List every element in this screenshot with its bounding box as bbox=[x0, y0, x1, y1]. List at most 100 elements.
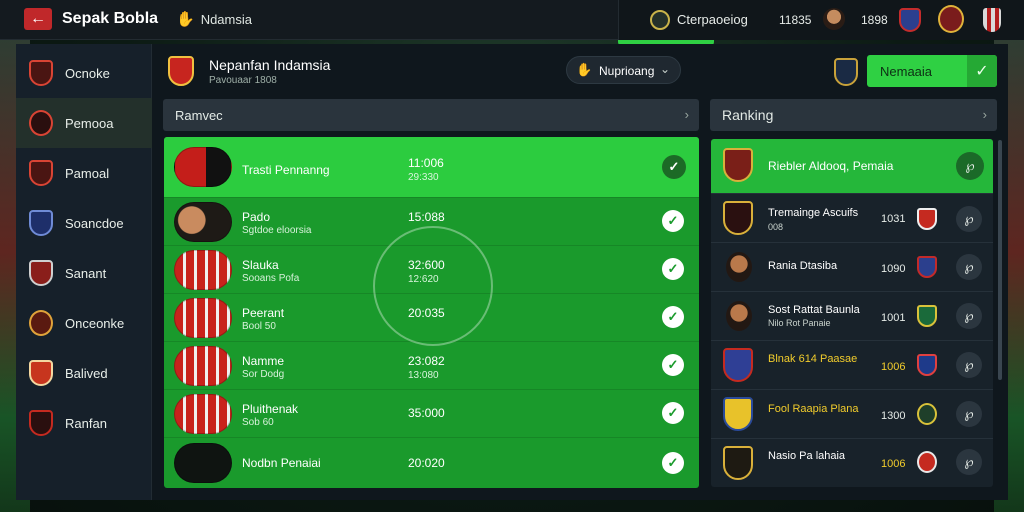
club-crest-icon[interactable] bbox=[938, 5, 964, 33]
sidebar: Ocnoke Pemooa Pamoal Soancdoe Sanant Onc… bbox=[16, 44, 152, 500]
list-item-name: Pado bbox=[242, 210, 271, 224]
list-item[interactable]: Slauka Sooans Pofa 32:600 12:620 ✓ bbox=[164, 245, 699, 293]
ranking-row[interactable]: Nasio Pa lahaia 1006 ℘ bbox=[711, 438, 993, 487]
list-item-sub: Sooans Pofa bbox=[242, 273, 300, 284]
list-item-name: Peerant bbox=[242, 306, 285, 320]
ranking-row[interactable]: Blnak 614 Paasae 1006 ℘ bbox=[711, 340, 993, 389]
confirm-button-label: Nemaaia bbox=[880, 64, 933, 79]
ranking-name: Riebler Aldooq, Pemaia bbox=[768, 159, 894, 173]
team-photo bbox=[174, 298, 232, 338]
sidebar-item-5[interactable]: Sanant bbox=[16, 248, 152, 298]
confirm-button[interactable]: Nemaaia ✓ bbox=[867, 55, 997, 87]
shield-icon bbox=[29, 60, 53, 86]
team-photo bbox=[174, 250, 232, 290]
stat-value-1: 11835 bbox=[779, 13, 812, 27]
sidebar-item-8[interactable]: Ranfan bbox=[16, 398, 152, 448]
list-item-sub: Sob 60 bbox=[242, 417, 274, 428]
list-item-sub: Sgtdoe eloorsia bbox=[242, 225, 312, 236]
list-item[interactable]: Trasti Pennanng 11:006 29:330 ✓ bbox=[164, 137, 699, 197]
list-item-name: Slauka bbox=[242, 258, 279, 272]
club-crest-icon bbox=[917, 256, 937, 278]
sidebar-item-6[interactable]: Onceonke bbox=[16, 298, 152, 348]
list-item-value: 20:020 bbox=[408, 456, 445, 470]
check-icon[interactable]: ✓ bbox=[662, 402, 684, 424]
filter-dropdown[interactable]: ✋ Nuprioang ⌄ bbox=[566, 56, 681, 84]
app-title: Sepak Bobla bbox=[62, 10, 159, 27]
club-crest-icon bbox=[917, 403, 937, 425]
league-crest-icon bbox=[834, 58, 858, 86]
ranking-row[interactable]: Fool Raapia Plana 1300 ℘ bbox=[711, 389, 993, 438]
shield-icon bbox=[29, 110, 53, 136]
check-icon: ✓ bbox=[967, 55, 997, 87]
dropdown-label: Nuprioang bbox=[599, 64, 655, 78]
club-crest-icon bbox=[917, 305, 937, 327]
player-photo bbox=[726, 301, 752, 331]
info-icon[interactable]: ℘ bbox=[956, 303, 982, 329]
check-icon[interactable]: ✓ bbox=[662, 306, 684, 328]
center-circle-decoration bbox=[373, 226, 493, 346]
club-crest-icon[interactable] bbox=[983, 8, 1001, 32]
stat-value-2: 1898 bbox=[861, 13, 888, 27]
sidebar-item-1[interactable]: Ocnoke bbox=[16, 48, 152, 98]
section-title: Ranking bbox=[722, 107, 774, 123]
region-selector[interactable]: ✋ Ndamsia bbox=[176, 10, 252, 28]
check-icon[interactable]: ✓ bbox=[662, 210, 684, 232]
info-icon[interactable]: ℘ bbox=[956, 449, 982, 475]
avatar[interactable] bbox=[823, 8, 845, 30]
list-item[interactable]: Pado Sgtdoe eloorsia 15:088 ✓ bbox=[164, 197, 699, 245]
sidebar-item-label: Soancdoe bbox=[65, 215, 124, 231]
ranking-score: 1006 bbox=[881, 458, 906, 470]
ranking-sub: 008 bbox=[768, 222, 784, 232]
sidebar-item-3[interactable]: Pamoal bbox=[16, 148, 152, 198]
ranking-score: 1090 bbox=[881, 263, 906, 275]
club-crest-icon bbox=[723, 397, 753, 431]
list-item-value: 15:088 bbox=[408, 210, 445, 224]
team-badge-icon bbox=[174, 147, 232, 187]
sidebar-item-7[interactable]: Balived bbox=[16, 348, 152, 398]
ranking-row[interactable]: Tremainge Ascuifs 008 1031 ℘ bbox=[711, 193, 993, 242]
back-button[interactable]: ← bbox=[24, 8, 52, 30]
list-item-value: 23:082 bbox=[408, 354, 445, 368]
list-item-name: Pluithenak bbox=[242, 402, 299, 416]
check-icon[interactable]: ✓ bbox=[662, 258, 684, 280]
ranking-row[interactable]: Rania Dtasiba 1090 ℘ bbox=[711, 242, 993, 291]
ranking-row[interactable]: Riebler Aldooq, Pemaia ℘ bbox=[711, 139, 993, 193]
check-icon[interactable]: ✓ bbox=[662, 354, 684, 376]
club-crest-icon[interactable] bbox=[899, 8, 921, 32]
active-tab-indicator bbox=[618, 40, 714, 46]
ranking-section-header[interactable]: Ranking › bbox=[710, 99, 997, 131]
shield-icon bbox=[29, 360, 53, 386]
list-item[interactable]: Nodbn Penaiai 20:020 ✓ bbox=[164, 437, 699, 485]
info-icon[interactable]: ℘ bbox=[956, 206, 982, 232]
fixture-list: Trasti Pennanng 11:006 29:330 ✓ Pado Sgt… bbox=[164, 137, 699, 488]
info-icon[interactable]: ℘ bbox=[956, 352, 982, 378]
chevron-down-icon: ⌄ bbox=[660, 62, 671, 76]
left-section-header[interactable]: Ramvec › bbox=[163, 99, 699, 131]
ranking-sub: Nilo Rot Panaie bbox=[768, 318, 831, 328]
competition-label[interactable]: Cterpaoeiog bbox=[677, 12, 748, 27]
competition-badge-icon bbox=[650, 10, 670, 30]
region-label: Ndamsia bbox=[200, 11, 252, 27]
sidebar-item-4[interactable]: Soancdoe bbox=[16, 198, 152, 248]
info-icon[interactable]: ℘ bbox=[956, 401, 982, 427]
team-badge-icon bbox=[174, 443, 232, 483]
sidebar-item-2[interactable]: Pemooa bbox=[16, 98, 152, 148]
sidebar-item-label: Balived bbox=[65, 365, 108, 381]
list-item[interactable]: Pluithenak Sob 60 35:000 ✓ bbox=[164, 389, 699, 437]
sidebar-item-label: Sanant bbox=[65, 265, 107, 281]
top-bar: ← Sepak Bobla ✋ Ndamsia Cterpaoeiog 1183… bbox=[0, 0, 1024, 40]
ranking-row[interactable]: Sost Rattat Baunla Nilo Rot Panaie 1001 … bbox=[711, 291, 993, 340]
chevron-right-icon: › bbox=[982, 107, 987, 122]
team-crest-icon bbox=[168, 56, 194, 86]
check-icon[interactable]: ✓ bbox=[662, 155, 686, 179]
ranking-name: Tremainge Ascuifs bbox=[768, 207, 859, 219]
info-icon[interactable]: ℘ bbox=[956, 254, 982, 280]
ranking-scrollbar[interactable] bbox=[998, 140, 1002, 380]
club-crest-icon bbox=[723, 446, 753, 480]
player-photo bbox=[174, 202, 232, 242]
check-icon[interactable]: ✓ bbox=[662, 452, 684, 474]
info-icon[interactable]: ℘ bbox=[956, 152, 984, 180]
list-item-value: 11:006 bbox=[408, 156, 444, 170]
list-item[interactable]: Namme Sor Dodg 23:082 13:080 ✓ bbox=[164, 341, 699, 389]
chevron-right-icon: › bbox=[684, 107, 689, 122]
